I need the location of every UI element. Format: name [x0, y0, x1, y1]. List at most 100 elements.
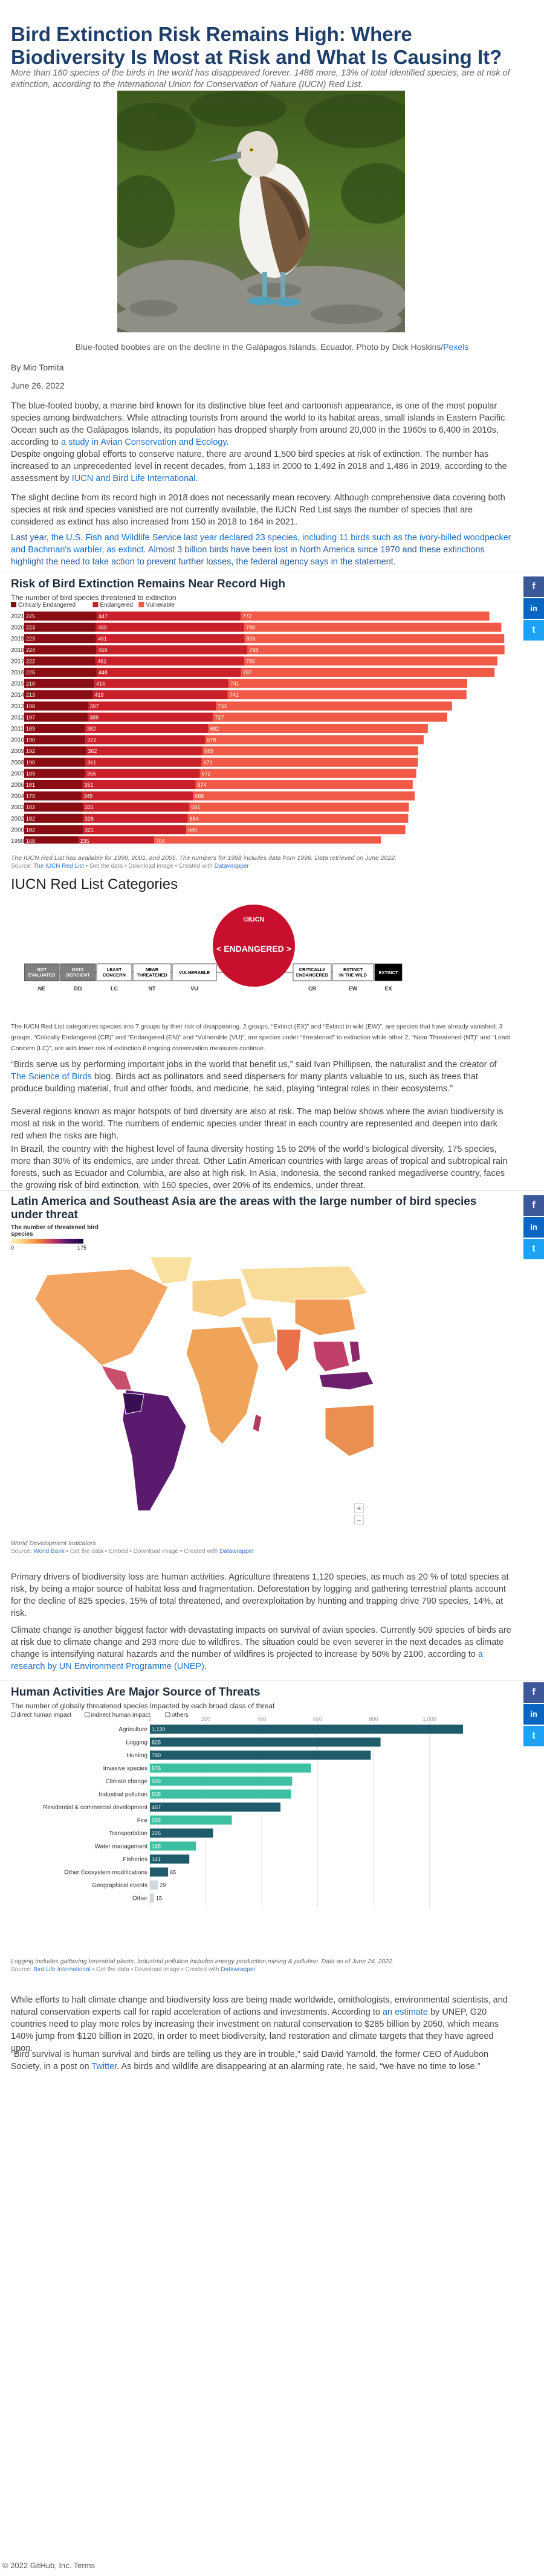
redlist-category-box — [332, 963, 374, 981]
redlist-category-code: VU — [190, 986, 198, 992]
category-label: Climate change — [106, 1778, 148, 1785]
paragraph-6: Several regions known as major hotspots … — [11, 1107, 504, 1141]
bar-segment — [24, 746, 86, 756]
category-label: Other — [132, 1896, 148, 1902]
category-label: Transportation — [109, 1830, 147, 1837]
bar-segment — [24, 769, 85, 778]
redlist-category-code: NE — [38, 986, 46, 992]
bar-value-label: 461 — [97, 658, 106, 664]
map-source-link[interactable]: World Bank — [33, 1548, 65, 1555]
category-label: Other Ecosystem modifications — [64, 1870, 147, 1876]
map-datawrapper-link[interactable]: Datawrapper — [219, 1548, 254, 1555]
twitter-share-button[interactable]: t — [523, 1726, 544, 1746]
threats-bar-chart: direct human impact indirect human impact… — [11, 1712, 463, 1906]
unep-research-link[interactable]: a research by UN Environment Programme (… — [11, 1650, 484, 1671]
year-label: 2014 — [11, 692, 25, 699]
byline: By Mio Tomita — [11, 363, 64, 372]
unep-estimate-link[interactable]: an estimate — [382, 2007, 428, 2017]
chart1-datawrapper-link[interactable]: Datawrapper — [214, 863, 249, 870]
facebook-share-button[interactable]: f — [523, 576, 544, 597]
bar-segment — [202, 746, 418, 756]
bar-value-label: 576 — [152, 1766, 161, 1772]
bar-value-label: 419 — [95, 692, 104, 698]
bar-segment — [96, 656, 245, 666]
bar-value-label: 733 — [218, 703, 227, 709]
bar-segment — [78, 836, 154, 844]
photo-caption: Blue-footed boobies are on the decline i… — [0, 342, 544, 352]
linkedin-share-button[interactable]: in — [523, 1704, 544, 1725]
photo-credit-link[interactable]: Pexels — [443, 342, 469, 352]
redlist-category-code: EW — [349, 986, 358, 992]
iucn-birdlife-link[interactable]: IUCN and Bird Life International — [71, 474, 196, 483]
bar-value-label: 678 — [207, 737, 216, 743]
threat-bar — [150, 1789, 291, 1799]
redlist-category-label: IN THE WILD — [339, 972, 367, 978]
bar-segment — [24, 634, 96, 644]
bar-value-label: 509 — [152, 1778, 161, 1784]
threat-bar — [150, 1829, 213, 1838]
article-lede: More than 160 species of the birds in th… — [11, 68, 510, 89]
bar-segment — [199, 769, 416, 778]
map-zoom-in-button[interactable]: + — [354, 1503, 364, 1513]
threat-bar — [150, 1841, 196, 1851]
bar-value-label: 787 — [243, 670, 252, 676]
legend-checkbox-1 — [85, 1712, 89, 1717]
year-label: 2003 — [11, 804, 25, 811]
category-label: Residential & commercial development — [43, 1804, 147, 1811]
chart1-source: Source: The IUCN Red List • Get the data… — [11, 863, 249, 870]
bar-value-label: 165 — [152, 1844, 161, 1850]
bar-segment — [24, 668, 97, 677]
bar-segment — [83, 825, 187, 834]
twitter-post-link[interactable]: Twitter — [91, 2062, 117, 2071]
bar-value-label: 469 — [98, 647, 107, 653]
bar-segment — [193, 791, 415, 801]
paragraph-4-text-a: Last year, — [11, 533, 49, 543]
year-label: 2021 — [11, 613, 25, 620]
linkedin-share-button[interactable]: in — [523, 1217, 544, 1238]
map-region-india — [276, 1329, 302, 1372]
map-region-se-asia — [312, 1341, 350, 1372]
bar-segment — [201, 757, 418, 767]
study-link[interactable]: a study in Avian Conservation and Ecolog… — [61, 437, 227, 447]
bar-segment — [189, 802, 409, 812]
map-source-rest: • Get the data • Embed • Download image … — [64, 1548, 220, 1555]
threat-bar — [150, 1803, 280, 1812]
map-zoom-out-button[interactable]: − — [354, 1516, 364, 1525]
threats-datawrapper-link[interactable]: Datawrapper — [221, 1966, 256, 1973]
year-label: 2016 — [11, 670, 25, 676]
paragraph-2: Despite ongoing global efforts to conser… — [11, 450, 507, 483]
science-of-birds-link[interactable]: The Science of Birds — [11, 1072, 92, 1082]
threats-source-link[interactable]: Bird Life International — [33, 1966, 91, 1973]
x-tick-label: 200 — [201, 1716, 210, 1722]
redlist-category-label: DEFICIENT — [66, 972, 90, 978]
chart1-source-link[interactable]: The IUCN Red List — [33, 863, 84, 870]
paragraph-3: The slight decline from its record high … — [11, 493, 505, 527]
paragraph-10: While efforts to halt climate change and… — [11, 1994, 511, 2055]
bar-value-label: 293 — [152, 1818, 161, 1824]
redlist-category-box — [96, 963, 132, 981]
bar-segment — [24, 780, 83, 789]
bar-value-label: 224 — [26, 647, 35, 653]
redlist-category-code: EN — [250, 986, 258, 992]
facebook-share-button[interactable]: f — [523, 1682, 544, 1703]
redlist-explanation: The IUCN Red List categorizes species in… — [11, 1023, 510, 1052]
bar-value-label: 218 — [26, 681, 35, 687]
x-tick-label: 800 — [369, 1716, 378, 1722]
twitter-share-button[interactable]: t — [523, 1239, 544, 1259]
bar-segment — [92, 690, 228, 700]
bar-value-label: 362 — [88, 748, 97, 754]
linkedin-share-button[interactable]: in — [523, 598, 544, 619]
footer-copyright: © 2022 GitHub, Inc. Terms — [2, 2561, 96, 2570]
paragraph-11: “Bird survival is human survival and bir… — [11, 2048, 511, 2073]
category-label: Invasive species — [103, 1766, 147, 1772]
bar-segment — [83, 813, 188, 823]
usfws-link[interactable]: the U.S. Fish and Wildlife Service last … — [11, 533, 511, 555]
bar-value-label: 223 — [26, 625, 35, 631]
bar-value-label: 29 — [160, 1882, 166, 1888]
bar-segment — [24, 735, 86, 744]
bar-segment — [247, 645, 505, 654]
bar-segment — [205, 735, 424, 744]
bar-segment — [96, 612, 241, 621]
twitter-share-button[interactable]: t — [523, 620, 544, 641]
facebook-share-button[interactable]: f — [523, 1195, 544, 1216]
